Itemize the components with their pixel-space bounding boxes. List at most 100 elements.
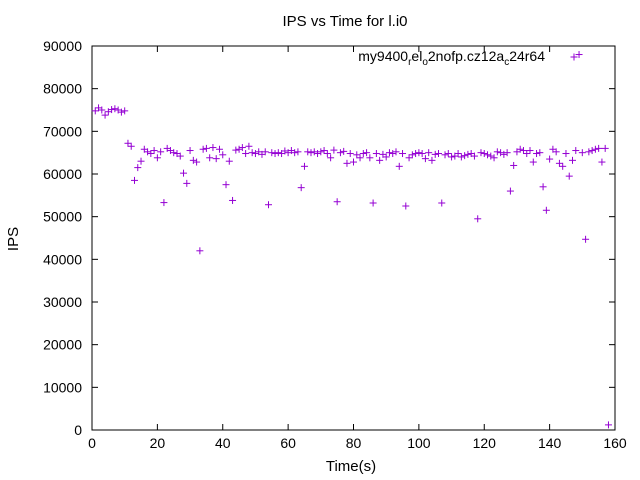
data-point (552, 148, 560, 156)
data-point (582, 235, 590, 243)
data-point (202, 144, 210, 152)
data-point (448, 153, 456, 161)
data-point (340, 147, 348, 155)
x-tick-label: 140 (538, 435, 562, 451)
data-point (457, 153, 465, 161)
data-point (130, 176, 138, 184)
data-point (428, 156, 436, 164)
data-point (294, 148, 302, 156)
data-point (291, 149, 299, 157)
data-point (323, 150, 331, 158)
data-point (274, 149, 282, 157)
data-point (222, 181, 230, 189)
data-point (503, 149, 511, 157)
data-point (519, 147, 527, 155)
data-point (555, 159, 563, 167)
data-point (147, 150, 155, 158)
data-point (268, 149, 276, 157)
data-point (578, 149, 586, 157)
data-point (477, 149, 485, 157)
data-point (533, 150, 541, 158)
data-point (601, 144, 609, 152)
data-point (265, 201, 273, 209)
data-point (418, 150, 426, 158)
data-point (487, 152, 495, 160)
data-point (598, 158, 606, 166)
y-tick-label: 60000 (43, 166, 82, 182)
data-point (454, 150, 462, 158)
data-point (480, 150, 488, 158)
data-point (193, 158, 201, 166)
data-point (431, 150, 439, 158)
data-point (251, 150, 259, 158)
data-point (575, 51, 583, 59)
data-point (121, 107, 129, 115)
data-point (186, 147, 194, 155)
y-tick-label: 50000 (43, 209, 82, 225)
data-point (134, 164, 142, 172)
data-point (526, 147, 534, 155)
data-point (565, 172, 573, 180)
data-point (536, 149, 544, 157)
data-point (215, 145, 223, 153)
y-axis-title: IPS (5, 227, 22, 251)
data-point (572, 147, 580, 155)
data-point (245, 142, 253, 150)
data-point (101, 111, 109, 119)
data-point (421, 155, 429, 163)
data-point (98, 106, 106, 114)
x-tick-label: 40 (215, 435, 231, 451)
data-point (510, 161, 518, 169)
data-point (585, 148, 593, 156)
y-tick-label: 20000 (43, 337, 82, 353)
x-tick-label: 60 (280, 435, 296, 451)
data-point (127, 142, 135, 150)
data-point (297, 184, 305, 192)
data-point (336, 149, 344, 157)
data-point (506, 187, 514, 195)
data-point (225, 157, 233, 165)
data-point (199, 145, 207, 153)
data-point (317, 148, 325, 156)
x-axis-title: Time(s) (326, 458, 376, 475)
y-tick-label: 80000 (43, 81, 82, 97)
data-point (604, 421, 612, 429)
x-tick-label: 20 (150, 435, 166, 451)
y-tick-label: 0 (74, 422, 82, 438)
data-point (209, 144, 217, 152)
x-tick-label: 120 (473, 435, 497, 451)
data-point (271, 150, 279, 158)
data-point (588, 147, 596, 155)
data-point (559, 162, 567, 170)
plot-border (91, 45, 616, 431)
data-point (248, 149, 256, 157)
data-point (366, 154, 374, 162)
data-point (474, 215, 482, 223)
data-point (307, 149, 315, 157)
data-point (212, 155, 220, 163)
data-point (320, 147, 328, 155)
data-point (353, 151, 361, 159)
x-axis: 0 20 40 60 80 100 120 140 160 (88, 46, 627, 451)
data-point (415, 149, 423, 157)
data-point (385, 149, 393, 157)
data-point (438, 199, 446, 207)
data-point (160, 199, 168, 207)
x-tick-label: 80 (346, 435, 362, 451)
data-point (330, 146, 338, 154)
data-point (153, 154, 161, 162)
y-tick-label: 10000 (43, 379, 82, 395)
data-point (333, 198, 341, 206)
data-point (376, 156, 384, 164)
data-point (546, 155, 554, 163)
data-point (91, 107, 99, 115)
data-point (124, 139, 132, 147)
data-point (389, 150, 397, 158)
data-point (493, 148, 501, 156)
data-point (395, 162, 403, 170)
data-point (569, 156, 577, 164)
data-point (196, 247, 204, 255)
data-point (170, 149, 178, 157)
data-point (523, 150, 531, 158)
data-point (157, 148, 165, 156)
